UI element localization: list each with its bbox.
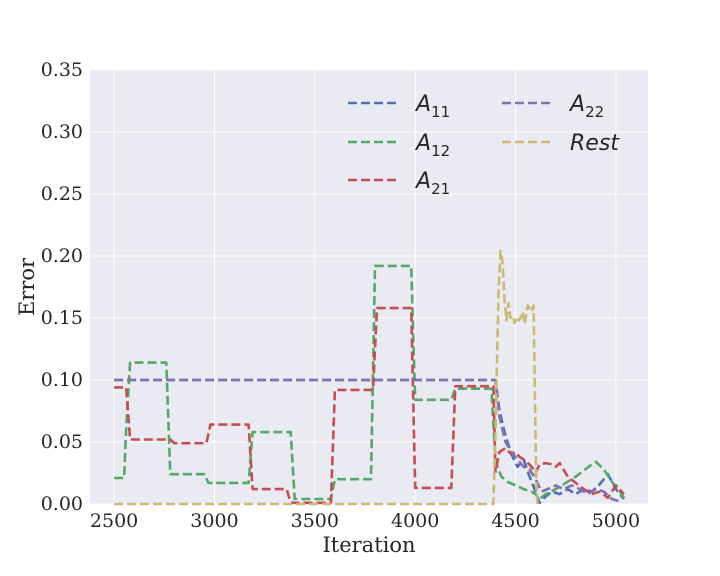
grid xyxy=(90,69,648,505)
series-line-a22 xyxy=(114,378,621,503)
x-tick-labels: 2500 3000 3500 4000 4500 5000 xyxy=(90,510,640,532)
x-tick-label: 2500 xyxy=(90,510,138,532)
plot-background xyxy=(90,70,648,504)
y-axis-label: Error xyxy=(15,257,39,316)
series-line-a12 xyxy=(114,264,625,501)
x-axis-label: Iteration xyxy=(322,533,415,557)
y-tick-label: 0.35 xyxy=(41,59,83,81)
x-tick-label: 4000 xyxy=(391,510,439,532)
legend-label-rest: Rest xyxy=(570,131,620,156)
series-line-a21 xyxy=(114,306,625,505)
y-tick-label: 0.25 xyxy=(41,183,83,205)
y-tick-label: 0.15 xyxy=(41,307,83,329)
legend-label-a21: A21 xyxy=(414,169,450,198)
legend-label-a11: A11 xyxy=(414,92,450,121)
series-line-a11 xyxy=(114,378,625,505)
x-tick-label: 4500 xyxy=(491,510,539,532)
series-lines xyxy=(114,249,625,506)
y-tick-label: 0.10 xyxy=(41,369,83,391)
x-tick-label: 3500 xyxy=(291,510,339,532)
y-tick-label: 0.30 xyxy=(41,121,83,143)
y-tick-label: 0.20 xyxy=(41,245,83,267)
x-tick-label: 3000 xyxy=(190,510,238,532)
legend-label-a22: A22 xyxy=(568,92,604,121)
series-line-rest xyxy=(114,249,539,506)
y-tick-labels: 0.00 0.05 0.10 0.15 0.20 0.25 0.30 0.35 xyxy=(41,59,83,515)
legend-label-a12: A12 xyxy=(414,131,450,160)
y-tick-label: 0.00 xyxy=(41,493,83,515)
legend: A11 A12 A21 A22 Rest xyxy=(348,92,620,198)
y-tick-label: 0.05 xyxy=(41,431,83,453)
x-tick-label: 5000 xyxy=(592,510,640,532)
